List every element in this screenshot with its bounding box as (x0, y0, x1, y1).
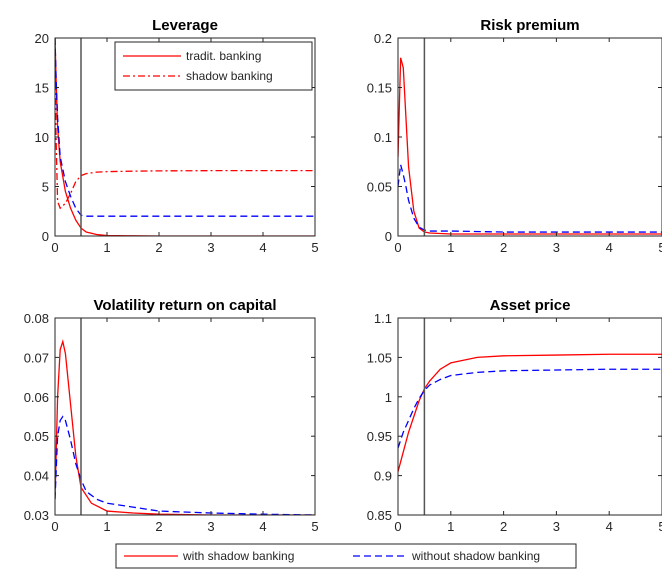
series-line-red-1 (398, 353, 662, 472)
inplot-legend: tradit. banking shadow banking (114, 41, 313, 91)
series-line-red-1 (55, 38, 315, 236)
y-tick-label: 0.07 (24, 350, 49, 365)
x-tick-label: 5 (658, 519, 662, 534)
x-tick-label: 2 (500, 240, 507, 255)
x-tick-label: 5 (658, 240, 662, 255)
y-tick-label: 0.1 (374, 130, 392, 145)
x-tick-label: 1 (447, 519, 454, 534)
series-line-red-2 (55, 38, 315, 210)
legend-label-without-shadow-banking: without shadow banking (411, 549, 540, 563)
chart-title: Risk premium (480, 17, 579, 34)
y-tick-label: 0.03 (24, 508, 49, 523)
chart-panel-4: Asset price 0 1 2 3 4 5 0.85 0.9 0.95 1 1.05 1.1 (367, 297, 662, 534)
x-tick-label: 3 (553, 240, 560, 255)
series-line-blue-3 (55, 38, 315, 217)
axes-box (397, 317, 662, 516)
x-tick-label: 4 (606, 240, 613, 255)
inplot-legend-label: shadow banking (186, 69, 273, 83)
series-line-red-1 (398, 57, 662, 235)
bottom-legend-box (115, 543, 577, 569)
x-tick-label: 0 (394, 240, 401, 255)
chart-panel-1: Leverage 0 1 2 3 4 5 0 5 10 15 20 tradit. banking sha… (35, 17, 319, 255)
chart-title: Asset price (490, 297, 571, 314)
x-tick-label: 4 (606, 519, 613, 534)
axes-box (54, 317, 316, 516)
x-tick-label: 2 (155, 240, 162, 255)
chart-title: Volatility return on capital (93, 297, 276, 314)
y-tick-label: 20 (35, 31, 49, 46)
x-tick-label: 5 (311, 240, 318, 255)
y-tick-label: 1.05 (367, 350, 392, 365)
x-tick-label: 4 (259, 519, 266, 534)
y-tick-label: 0.2 (374, 31, 392, 46)
x-tick-label: 0 (394, 519, 401, 534)
y-tick-label: 0.05 (367, 180, 392, 195)
inplot-legend-label: tradit. banking (186, 49, 261, 63)
x-tick-label: 1 (103, 240, 110, 255)
y-tick-label: 0.9 (374, 469, 392, 484)
y-tick-label: 0.05 (24, 429, 49, 444)
y-tick-label: 0.08 (24, 311, 49, 326)
axes-box (397, 37, 662, 237)
y-tick-label: 0.04 (24, 469, 49, 484)
chart-panel-3: Volatility return on capital 0 1 2 3 4 5 0.03 0.… (24, 297, 319, 534)
chart-title: Leverage (152, 17, 218, 34)
y-tick-label: 0.95 (367, 429, 392, 444)
y-tick-label: 0.15 (367, 81, 392, 96)
y-tick-label: 0.06 (24, 390, 49, 405)
x-tick-label: 2 (500, 519, 507, 534)
x-tick-label: 1 (103, 519, 110, 534)
x-tick-label: 3 (207, 240, 214, 255)
bottom-legend: with shadow banking without shadow banki… (115, 543, 577, 569)
series-line-blue-2 (398, 368, 662, 449)
x-tick-label: 0 (51, 519, 58, 534)
y-tick-label: 1 (385, 390, 392, 405)
series-line-blue-2 (55, 415, 315, 515)
chart-panel-2: Risk premium 0 1 2 3 4 5 0 0.05 0.1 0.15 0.2 (367, 17, 662, 255)
y-tick-label: 0 (385, 229, 392, 244)
x-tick-label: 4 (259, 240, 266, 255)
x-tick-label: 3 (207, 519, 214, 534)
y-tick-label: 5 (42, 180, 49, 195)
x-tick-label: 0 (51, 240, 58, 255)
y-tick-label: 0.85 (367, 508, 392, 523)
y-tick-label: 15 (35, 81, 49, 96)
legend-label-with-shadow-banking: with shadow banking (182, 549, 294, 563)
y-tick-label: 1.1 (374, 311, 392, 326)
series-line-blue-2 (398, 164, 662, 233)
y-tick-label: 10 (35, 130, 49, 145)
series-line-red-1 (55, 339, 315, 515)
y-tick-label: 0 (42, 229, 49, 244)
x-tick-label: 1 (447, 240, 454, 255)
x-tick-label: 3 (553, 519, 560, 534)
x-tick-label: 2 (155, 519, 162, 534)
x-tick-label: 5 (311, 519, 318, 534)
inplot-legend-box (114, 41, 313, 91)
